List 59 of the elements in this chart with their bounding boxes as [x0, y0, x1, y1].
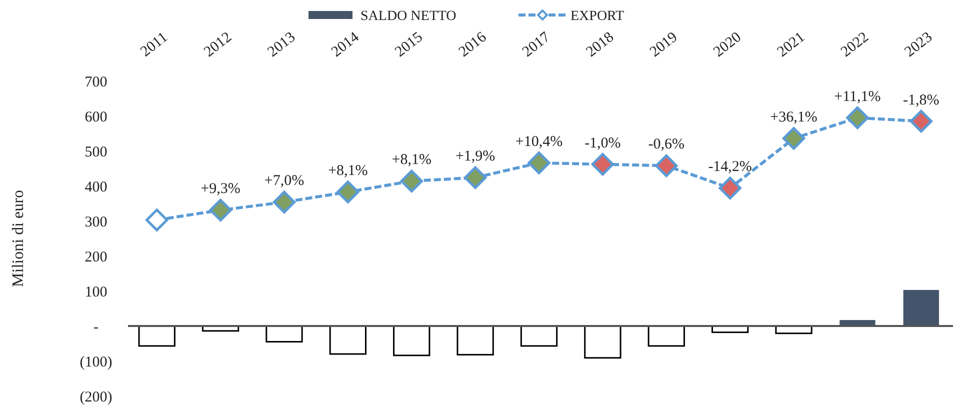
y-tick-label: 300 [84, 214, 108, 230]
x-tick-label: 2018 [583, 29, 617, 60]
x-tick-label: 2012 [201, 29, 235, 60]
y-tick-label: 100 [84, 284, 108, 300]
y-tick-label: - [94, 319, 98, 336]
bar [266, 325, 303, 342]
annotation: +11,1% [834, 88, 881, 105]
y-tick-label: 700 [84, 74, 108, 90]
bar [329, 325, 367, 355]
x-tick-label: 2020 [710, 29, 744, 60]
x-tick-label: 2014 [328, 29, 363, 60]
bar [584, 325, 622, 359]
legend-label: SALDO NETTO [360, 8, 456, 24]
legend-label: EXPORT [570, 8, 625, 24]
point [718, 176, 742, 200]
bar [648, 325, 685, 347]
y-tick-label: 200 [84, 249, 108, 266]
x-tick-label: 2022 [838, 29, 872, 60]
x-tick-label: 2023 [902, 29, 936, 60]
bar [393, 325, 430, 356]
y-tick-label: (100) [80, 354, 112, 370]
x-tick-label: 2019 [647, 29, 681, 60]
bar [903, 290, 939, 326]
point [846, 106, 869, 130]
annotation: -1,8% [903, 92, 940, 108]
x-tick-label: 2011 [138, 29, 171, 60]
y-tick-label: 400 [84, 179, 108, 196]
x-tick-label: 2021 [774, 29, 808, 60]
annotation: +9,3% [200, 181, 240, 198]
point [910, 110, 932, 133]
y-tick-label: (200) [80, 389, 112, 406]
point [400, 170, 423, 192]
y-axis-title: Milioni di euro [10, 190, 27, 287]
annotation: +8,1% [392, 152, 432, 168]
point [655, 154, 678, 178]
point [782, 127, 806, 150]
annotation: +1,9% [455, 148, 496, 165]
x-tick-label: 2013 [265, 29, 299, 60]
point [591, 152, 614, 176]
y-tick-label: 600 [84, 109, 108, 126]
point [464, 166, 487, 189]
y-tick-label: 500 [84, 144, 108, 160]
bar [138, 325, 176, 347]
bar [456, 325, 494, 356]
point [209, 198, 232, 222]
x-tick-label: 2015 [392, 29, 426, 60]
annotation: -14,2% [708, 159, 752, 176]
annotation: +7,0% [264, 173, 304, 190]
bar [520, 325, 558, 347]
annotation: +8,1% [328, 162, 368, 179]
point [146, 208, 168, 232]
point [528, 152, 550, 174]
x-tick-label: 2016 [456, 29, 490, 60]
point [336, 180, 360, 204]
annotation: -0,6% [648, 136, 685, 153]
point [272, 190, 296, 214]
annotation: +10,4% [515, 134, 563, 150]
annotation: +36,1% [770, 109, 818, 126]
annotation: -1,0% [584, 135, 621, 152]
